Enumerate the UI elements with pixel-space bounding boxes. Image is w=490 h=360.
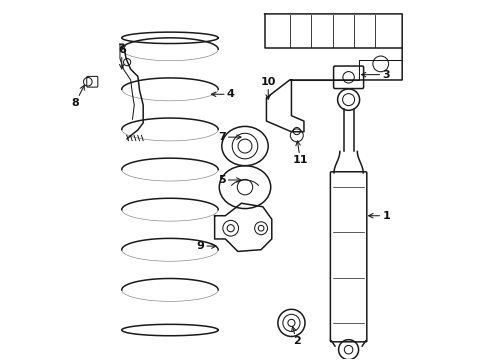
Text: 1: 1 <box>368 211 390 221</box>
Text: 7: 7 <box>218 132 241 142</box>
Polygon shape <box>265 16 400 121</box>
Text: 9: 9 <box>196 241 216 251</box>
Text: 11: 11 <box>293 141 308 165</box>
Text: 8: 8 <box>72 85 84 108</box>
Text: 5: 5 <box>218 175 241 185</box>
Text: 6: 6 <box>118 45 126 69</box>
Text: 2: 2 <box>292 327 301 346</box>
Text: 3: 3 <box>362 69 390 80</box>
Text: 4: 4 <box>211 89 235 99</box>
Text: 10: 10 <box>261 77 276 99</box>
